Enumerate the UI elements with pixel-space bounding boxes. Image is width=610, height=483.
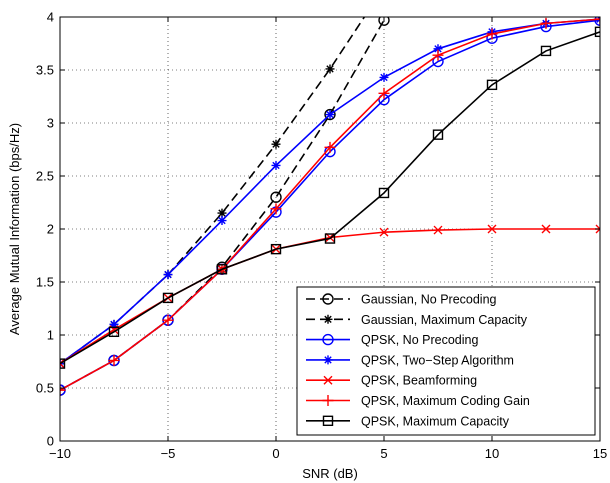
data-point — [486, 28, 498, 40]
axis-ticks — [59, 16, 601, 442]
x-tick-label: 5 — [380, 446, 387, 461]
legend-label: QPSK, Two−Step Algorithm — [361, 353, 514, 367]
data-point — [433, 44, 443, 54]
legend-item: QPSK, Beamforming — [306, 374, 477, 388]
legend-label: QPSK, Maximum Coding Gain — [361, 394, 530, 408]
data-point — [270, 191, 282, 203]
data-point — [270, 243, 282, 255]
data-point — [433, 225, 443, 235]
data-point — [432, 49, 444, 61]
legend-label: Gaussian, No Precoding — [361, 293, 497, 307]
series-line — [60, 31, 600, 365]
data-point — [541, 224, 551, 234]
legend-item: QPSK, Maximum Capacity — [306, 414, 510, 428]
data-point — [163, 270, 173, 280]
legend-item: Gaussian, Maximum Capacity — [306, 313, 528, 327]
legend-label: QPSK, Beamforming — [361, 374, 477, 388]
y-tick-label: 2 — [47, 222, 54, 237]
y-tick-label: 2.5 — [36, 169, 54, 184]
data-point — [325, 232, 335, 242]
data-point — [324, 108, 336, 121]
data-point — [162, 314, 174, 326]
data-point — [325, 64, 335, 74]
legend: Gaussian, No Precoding Gaussian, Maximum … — [296, 286, 596, 436]
data-point — [594, 17, 600, 25]
data-point — [540, 45, 552, 57]
data-point — [270, 203, 282, 215]
y-tick-label: 3 — [47, 116, 54, 131]
y-axis-label: Average Mutual Information (bps/Hz) — [7, 123, 22, 335]
legend-marker — [323, 375, 333, 385]
x-tick-label: −5 — [161, 446, 176, 461]
data-point — [271, 139, 281, 149]
data-point — [60, 358, 66, 369]
data-point — [324, 141, 336, 153]
legend-box — [296, 286, 596, 436]
y-tick-label: 0.5 — [36, 381, 54, 396]
y-tick-label: 3.5 — [36, 63, 54, 78]
legend-label: Gaussian, Maximum Capacity — [361, 313, 528, 327]
data-point — [108, 354, 120, 366]
data-point — [432, 129, 444, 140]
data-point — [162, 292, 174, 304]
legend-marker — [322, 333, 334, 346]
y-tick-label: 1.5 — [36, 275, 54, 290]
data-point — [379, 72, 389, 82]
x-tick-label: 0 — [272, 446, 279, 461]
data-point — [324, 233, 336, 244]
data-point — [109, 319, 119, 329]
data-point — [594, 26, 600, 38]
x-tick-label: 10 — [485, 446, 499, 461]
data-point — [216, 264, 228, 275]
x-tick-label: 15 — [593, 446, 607, 461]
x-tick-label: −10 — [49, 446, 71, 461]
data-point — [60, 359, 65, 369]
data-point — [378, 87, 390, 99]
data-point — [540, 17, 552, 29]
y-tick-label: 1 — [47, 328, 54, 343]
data-point — [378, 17, 390, 26]
legend-marker — [322, 293, 334, 305]
legend-marker — [322, 395, 334, 406]
legend-marker — [323, 355, 333, 365]
plot-area — [60, 17, 600, 396]
legend-item: Gaussian, No Precoding — [306, 293, 497, 307]
legend-item: QPSK, No Precoding — [306, 333, 478, 347]
legend-label: QPSK, No Precoding — [361, 333, 478, 347]
x-axis-label: SNR (dB) — [302, 466, 358, 481]
data-point — [60, 384, 66, 396]
legend-marker — [322, 415, 334, 426]
legend-item: QPSK, Maximum Coding Gain — [306, 394, 530, 408]
series-7 — [60, 26, 600, 369]
data-point — [595, 224, 600, 234]
legend-item: QPSK, Two−Step Algorithm — [306, 353, 514, 367]
series-4 — [60, 17, 600, 369]
data-point — [217, 208, 227, 218]
data-point — [217, 216, 227, 226]
legend-marker — [323, 314, 333, 324]
data-point — [271, 160, 281, 170]
y-tick-label: 4 — [47, 10, 54, 25]
y-tick-label: 0 — [47, 434, 54, 449]
data-point — [108, 326, 120, 338]
axis-tick-labels: −10 −5 0 5 10 15 0 0.5 1 1.5 2 2.5 3 3.5 4 — [36, 10, 607, 462]
data-point — [379, 227, 389, 237]
legend-label: QPSK, Maximum Capacity — [361, 414, 510, 428]
data-point — [378, 187, 390, 199]
data-point — [486, 79, 498, 91]
data-point — [325, 110, 335, 120]
data-point — [487, 224, 497, 234]
